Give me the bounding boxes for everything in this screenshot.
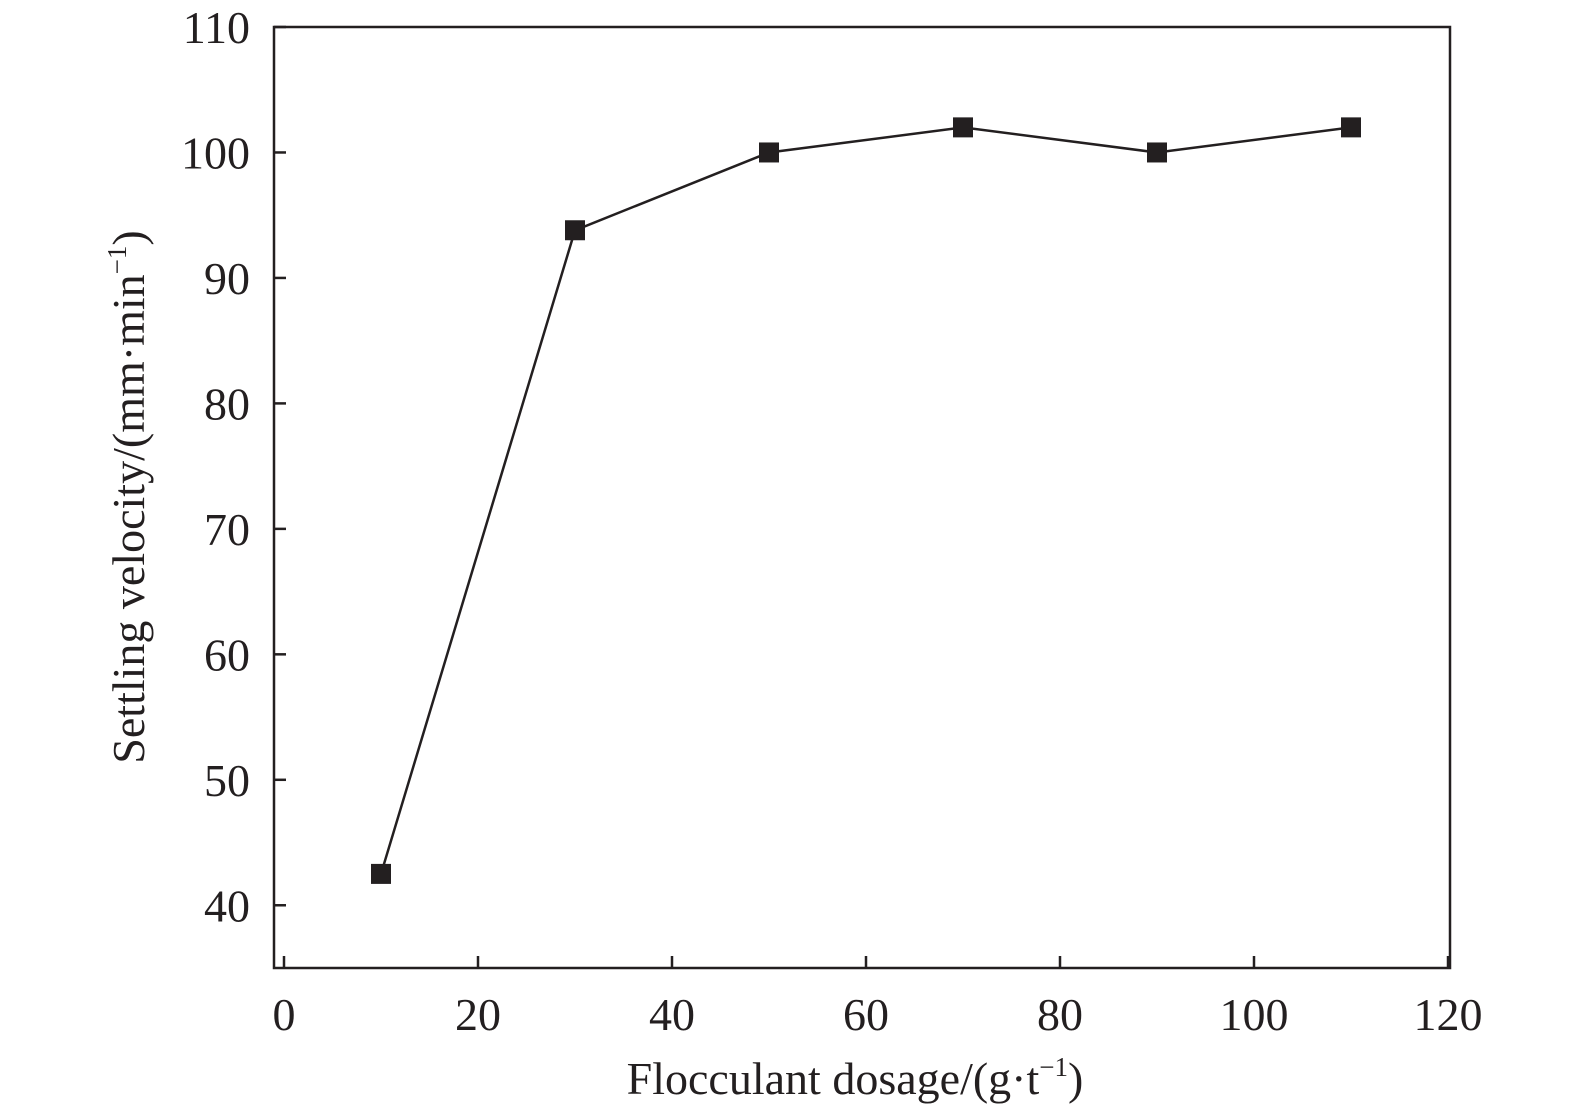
y-axis-title: Settling velocity/(mm·min−1) <box>102 230 154 763</box>
data-point-marker <box>565 220 585 241</box>
y-tick-label: 70 <box>204 504 250 555</box>
y-tick-label: 50 <box>204 755 250 806</box>
x-tick-label: 100 <box>1220 989 1289 1040</box>
x-tick-label: 40 <box>649 989 695 1040</box>
series-line <box>379 126 1352 875</box>
y-tick-label: 110 <box>183 2 250 53</box>
x-axis-title: Flocculant dosage/(g·t−1) <box>627 1052 1084 1104</box>
x-tick-label: 60 <box>843 989 889 1040</box>
y-tick-label: 60 <box>204 629 250 680</box>
y-tick-label: 80 <box>204 378 250 429</box>
x-axis-title-sup: −1 <box>1039 1052 1068 1082</box>
y-tick-label: 40 <box>204 880 250 931</box>
x-axis-title-close: ) <box>1068 1053 1083 1104</box>
x-axis-title-base: Flocculant dosage/(g·t <box>627 1053 1040 1104</box>
x-tick-label: 0 <box>273 989 296 1040</box>
y-tick-label: 100 <box>181 127 250 178</box>
y-tick-label: 90 <box>204 253 250 304</box>
data-point-marker <box>1147 142 1167 163</box>
y-axis-title-close: ) <box>103 230 154 245</box>
data-series <box>371 117 1361 884</box>
x-axis-ticks: 0 20 40 60 80 100 120 <box>273 956 1483 1040</box>
data-point-marker <box>1341 117 1361 138</box>
data-point-marker <box>759 142 779 163</box>
x-tick-label: 120 <box>1414 989 1483 1040</box>
y-axis-ticks: 40 50 60 70 80 90 100 110 <box>181 2 286 931</box>
y-axis-title-sup: −1 <box>102 246 132 275</box>
data-point-marker <box>953 117 973 138</box>
x-tick-label: 80 <box>1037 989 1083 1040</box>
x-tick-label: 20 <box>455 989 501 1040</box>
data-point-marker <box>371 863 391 884</box>
plot-frame <box>272 25 1452 970</box>
y-axis-title-base: Settling velocity/(mm·min <box>103 274 154 763</box>
